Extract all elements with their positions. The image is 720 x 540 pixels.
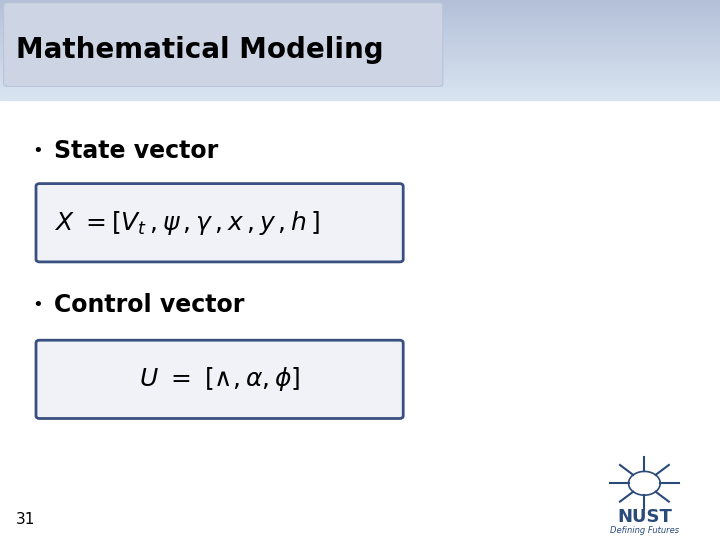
Text: •: •	[32, 142, 43, 160]
Bar	[0, 60, 720, 62]
Bar	[0, 54, 720, 56]
Bar	[0, 96, 720, 98]
Bar	[0, 34, 720, 36]
Bar	[0, 6, 720, 8]
Bar	[0, 78, 720, 80]
Bar	[0, 8, 720, 10]
Bar	[0, 38, 720, 40]
Bar	[0, 18, 720, 20]
Bar	[0, 88, 720, 90]
Bar	[0, 68, 720, 70]
Bar	[0, 50, 720, 52]
Text: Control vector: Control vector	[54, 293, 244, 317]
Bar	[0, 46, 720, 48]
Bar	[0, 66, 720, 68]
Bar	[0, 58, 720, 60]
Bar	[0, 76, 720, 78]
Bar	[0, 98, 720, 100]
Bar	[0, 80, 720, 82]
Bar	[0, 52, 720, 54]
Bar	[0, 44, 720, 46]
Bar	[0, 20, 720, 22]
Bar	[0, 0, 720, 2]
Text: Defining Futures: Defining Futures	[610, 526, 679, 535]
Bar	[0, 64, 720, 66]
Bar	[0, 36, 720, 38]
FancyBboxPatch shape	[36, 340, 403, 418]
Bar	[0, 74, 720, 76]
Bar	[0, 22, 720, 24]
Bar	[0, 14, 720, 16]
Bar	[0, 94, 720, 96]
Text: 31: 31	[16, 511, 35, 526]
Text: $X\ =[V_t\,,\psi\,,\gamma\,,x\,,y\,,h\,]$: $X\ =[V_t\,,\psi\,,\gamma\,,x\,,y\,,h\,]…	[54, 209, 320, 237]
Bar	[0, 90, 720, 92]
Bar	[0, 92, 720, 94]
Bar	[0, 40, 720, 42]
Bar	[0, 62, 720, 64]
Bar	[0, 30, 720, 32]
Bar	[0, 42, 720, 44]
Text: State vector: State vector	[54, 139, 218, 163]
Text: •: •	[32, 296, 43, 314]
Bar	[0, 2, 720, 4]
Bar	[0, 82, 720, 84]
Bar	[0, 72, 720, 74]
Bar	[0, 10, 720, 12]
Bar	[0, 12, 720, 14]
Bar	[0, 32, 720, 34]
Bar	[0, 16, 720, 18]
Bar	[0, 28, 720, 30]
Bar	[0, 26, 720, 28]
FancyBboxPatch shape	[4, 3, 443, 86]
Bar	[0, 70, 720, 72]
Text: NUST: NUST	[617, 508, 672, 526]
Bar	[0, 56, 720, 58]
Bar	[0, 86, 720, 88]
FancyBboxPatch shape	[36, 184, 403, 262]
Bar	[0, 4, 720, 6]
Text: $U\ =\ [\wedge,\alpha,\phi]$: $U\ =\ [\wedge,\alpha,\phi]$	[139, 366, 300, 393]
Bar	[0, 24, 720, 26]
Text: Mathematical Modeling: Mathematical Modeling	[16, 36, 384, 64]
Bar	[0, 84, 720, 86]
Bar	[0, 48, 720, 50]
